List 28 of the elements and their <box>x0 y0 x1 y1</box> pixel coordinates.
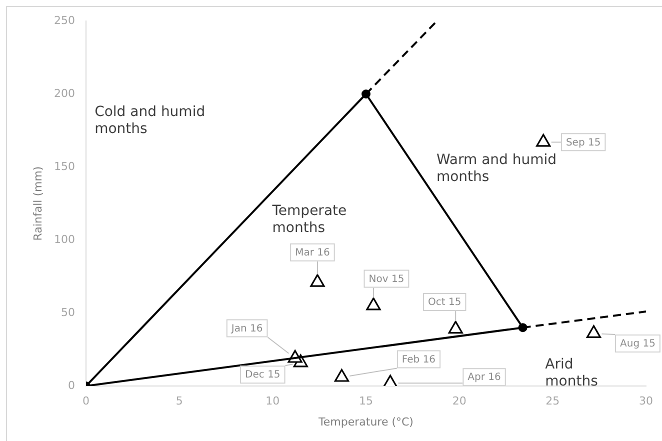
data-label: Nov 15 <box>368 274 404 285</box>
x-tick-label: 10 <box>266 394 280 408</box>
annotation: Warm and humid months <box>436 152 557 185</box>
annotation: Cold and humid months <box>94 104 206 138</box>
y-axis-title: Rainfall (mm) <box>31 166 44 241</box>
x-tick-label: 0 <box>82 394 90 408</box>
data-label: Sep 15 <box>566 137 601 148</box>
x-tick-label: 5 <box>176 394 183 408</box>
annotation: Arid months <box>545 356 598 390</box>
y-tick-label: 0 <box>68 378 75 392</box>
data-label: Jan 16 <box>230 323 263 334</box>
x-tick-label: 20 <box>452 394 466 408</box>
data-label: Mar 16 <box>295 247 330 258</box>
x-tick-label: 25 <box>546 394 560 408</box>
x-tick-label: 15 <box>359 394 373 408</box>
data-label: Aug 15 <box>620 338 656 350</box>
x-tick-label: 30 <box>639 394 653 408</box>
y-tick-label: 200 <box>54 86 75 100</box>
data-label: Apr 16 <box>468 372 501 384</box>
y-tick-label: 50 <box>61 306 75 319</box>
y-tick-label: 100 <box>54 232 75 246</box>
data-label: Oct 15 <box>428 297 462 308</box>
y-tick-label: 150 <box>54 160 75 173</box>
data-label: Dec 15 <box>245 370 280 381</box>
annotation: Temperate months <box>271 203 347 236</box>
data-label: Feb 16 <box>402 354 436 366</box>
x-axis-title: Temperature (°C) <box>318 415 414 428</box>
y-tick-label: 250 <box>54 14 75 27</box>
